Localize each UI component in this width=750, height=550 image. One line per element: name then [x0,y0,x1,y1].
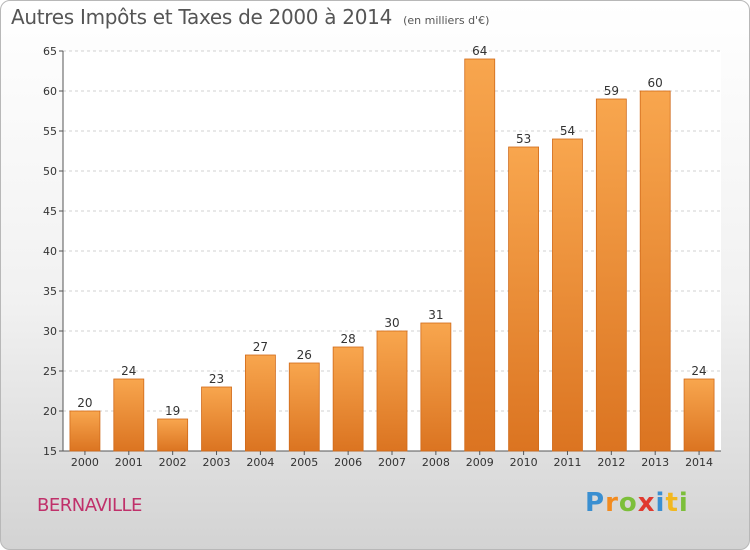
bar [683,378,715,452]
bar [113,378,145,452]
x-tick-label: 2001 [115,456,143,469]
bar-value-label: 53 [516,132,531,146]
chart-subtitle: (en milliers d'€) [403,14,490,27]
bar [595,98,627,452]
y-tick-label: 30 [43,325,57,338]
x-tick-label: 2005 [290,456,318,469]
y-tick-label: 50 [43,165,57,178]
bar [69,410,101,452]
bar-value-label: 23 [209,372,224,386]
x-tick-label: 2006 [334,456,362,469]
bar-value-label: 19 [165,404,180,418]
bar [376,330,408,452]
bar-value-label: 59 [604,84,619,98]
y-tick-label: 20 [43,405,57,418]
y-tick-label: 25 [43,365,57,378]
bar [639,90,671,452]
x-tick-label: 2011 [553,456,581,469]
bar-value-label: 60 [648,76,663,90]
location-label: BERNAVILLE [37,495,142,516]
x-tick-label: 2008 [422,456,450,469]
bar [464,58,496,452]
x-tick-label: 2012 [597,456,625,469]
y-tick-label: 15 [43,445,57,458]
bar [201,386,232,452]
x-tick-label: 2010 [510,456,538,469]
chart-title: Autres Impôts et Taxes de 2000 à 2014 [11,5,392,29]
bar [244,354,276,452]
logo-letter: i [678,488,689,518]
x-tick-label: 2009 [466,456,494,469]
logo-letter: t [665,488,679,518]
bar-value-label: 24 [121,364,136,378]
bar [332,346,364,452]
y-tick-label: 55 [43,125,57,138]
bar-value-label: 26 [297,348,312,362]
bar-value-label: 54 [560,124,575,138]
y-tick-label: 35 [43,285,57,298]
bar [157,418,189,452]
bar [508,146,540,452]
x-tick-label: 2013 [641,456,669,469]
bar-value-label: 20 [77,396,92,410]
x-tick-label: 2003 [203,456,231,469]
bar [420,322,452,452]
bar-value-label: 27 [253,340,268,354]
y-tick-label: 40 [43,245,57,258]
x-tick-label: 2007 [378,456,406,469]
y-tick-label: 45 [43,205,57,218]
bar-value-label: 31 [428,308,443,322]
chart-title-block: Autres Impôts et Taxes de 2000 à 2014 (e… [11,5,489,29]
logo-letter: i [655,488,666,518]
logo-letter: o [618,488,638,518]
bar [552,138,583,452]
logo-letter: P [585,488,606,518]
y-tick-label: 60 [43,85,57,98]
x-tick-label: 2002 [159,456,187,469]
logo-letter: r [605,488,619,518]
x-tick-label: 2014 [685,456,713,469]
x-tick-label: 2000 [71,456,99,469]
logo-letter: x [637,488,656,518]
bar-value-label: 30 [384,316,399,330]
bar-value-label: 24 [691,364,706,378]
bar-value-label: 28 [340,332,355,346]
bar [288,362,320,452]
bar-value-label: 64 [472,44,487,58]
y-tick-label: 65 [43,45,57,58]
proxiti-logo: Proxiti [585,488,689,518]
x-tick-label: 2004 [246,456,274,469]
